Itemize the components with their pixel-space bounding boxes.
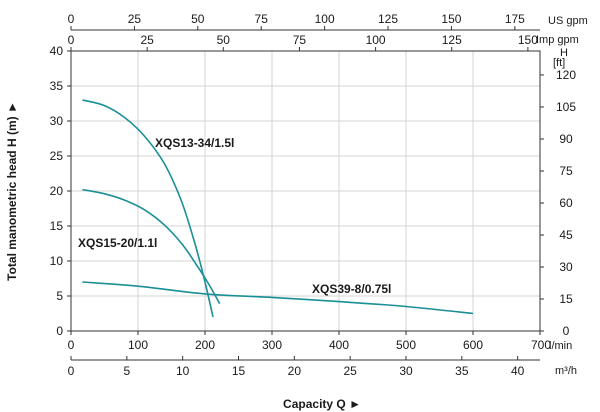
x-unit-m3h: m³/h bbox=[555, 365, 577, 377]
m3h-tick-label: 15 bbox=[232, 364, 246, 378]
y-axis-title: Total manometric head H (m) ► bbox=[5, 101, 19, 281]
imp-gpm-unit-label: Imp gpm bbox=[536, 34, 579, 46]
series-label-xqs13: XQS13-34/1.5l bbox=[155, 136, 234, 150]
y-tick-label: 40 bbox=[50, 44, 64, 58]
m3h-tick-label: 0 bbox=[68, 364, 75, 378]
x-tick-label: 0 bbox=[68, 338, 75, 352]
y-tick-label: 20 bbox=[50, 184, 64, 198]
imp-gpm-tick-label: 100 bbox=[366, 33, 386, 47]
us-gpm-tick-label: 125 bbox=[378, 12, 398, 26]
y-right-tick-label: 120 bbox=[556, 68, 576, 82]
imp-gpm-tick-label: 150 bbox=[518, 33, 538, 47]
curve-xqs15-20 bbox=[82, 188, 221, 305]
right-axis-unit-h: H bbox=[560, 47, 568, 59]
series-label-xqs15: XQS15-20/1.1l bbox=[78, 236, 157, 250]
us-gpm-tick-label: 175 bbox=[505, 12, 525, 26]
m3h-tick-label: 5 bbox=[123, 364, 130, 378]
y-tick-label: 30 bbox=[50, 114, 64, 128]
right-axis-unit-ft: [ft] bbox=[553, 57, 565, 69]
y-right-tick-label: 105 bbox=[556, 100, 576, 114]
us-gpm-tick-label: 25 bbox=[128, 12, 142, 26]
y-tick-label: 35 bbox=[50, 79, 64, 93]
us-gpm-tick-label: 50 bbox=[191, 12, 205, 26]
x-tick-label: 200 bbox=[195, 338, 215, 352]
curve-xqs13-34 bbox=[82, 99, 214, 318]
us-gpm-unit-label: US gpm bbox=[548, 15, 588, 27]
axes-layer: 0 100 200 300 400 500 600 700051015202530354001… bbox=[50, 12, 577, 378]
m3h-tick-label: 25 bbox=[343, 364, 357, 378]
y-right-tick-label: 60 bbox=[559, 196, 573, 210]
y-right-tick-label: 0 bbox=[563, 324, 570, 338]
us-gpm-tick-label: 100 bbox=[315, 12, 335, 26]
x-tick-label: 700 bbox=[531, 338, 551, 352]
x-axis-title: Capacity Q ► bbox=[283, 397, 361, 411]
us-gpm-tick-label: 75 bbox=[255, 12, 269, 26]
imp-gpm-tick-label: 50 bbox=[217, 33, 231, 47]
y-tick-label: 5 bbox=[56, 289, 63, 303]
series-label-xqs39: XQS39-8/0.75l bbox=[312, 282, 391, 296]
y-right-tick-label: 15 bbox=[559, 292, 573, 306]
y-tick-label: 25 bbox=[50, 149, 64, 163]
x-tick-label: 400 bbox=[329, 338, 349, 352]
x-unit-lmin: l/min bbox=[549, 340, 572, 352]
m3h-tick-label: 20 bbox=[288, 364, 302, 378]
y-right-tick-label: 45 bbox=[559, 228, 573, 242]
m3h-tick-label: 35 bbox=[455, 364, 469, 378]
y-tick-label: 0 bbox=[56, 324, 63, 338]
y-right-tick-label: 30 bbox=[559, 260, 573, 274]
y-tick-label: 10 bbox=[50, 254, 64, 268]
imp-gpm-tick-label: 125 bbox=[442, 33, 462, 47]
m3h-tick-label: 30 bbox=[399, 364, 413, 378]
x-tick-label: 500 bbox=[396, 338, 416, 352]
m3h-tick-label: 10 bbox=[176, 364, 190, 378]
series-layer bbox=[82, 99, 474, 318]
us-gpm-tick-label: 150 bbox=[441, 12, 461, 26]
m3h-tick-label: 40 bbox=[511, 364, 525, 378]
y-right-tick-label: 90 bbox=[559, 132, 573, 146]
x-tick-label: 100 bbox=[128, 338, 148, 352]
x-tick-label: 600 bbox=[463, 338, 483, 352]
us-gpm-tick-label: 0 bbox=[68, 12, 75, 26]
grid-layer bbox=[71, 51, 540, 331]
y-tick-label: 15 bbox=[50, 219, 64, 233]
curve-xqs39-8 bbox=[82, 281, 474, 315]
imp-gpm-tick-label: 0 bbox=[68, 33, 75, 47]
imp-gpm-tick-label: 25 bbox=[140, 33, 154, 47]
y-right-tick-label: 75 bbox=[559, 164, 573, 178]
imp-gpm-tick-label: 75 bbox=[293, 33, 307, 47]
x-tick-label: 300 bbox=[262, 338, 282, 352]
